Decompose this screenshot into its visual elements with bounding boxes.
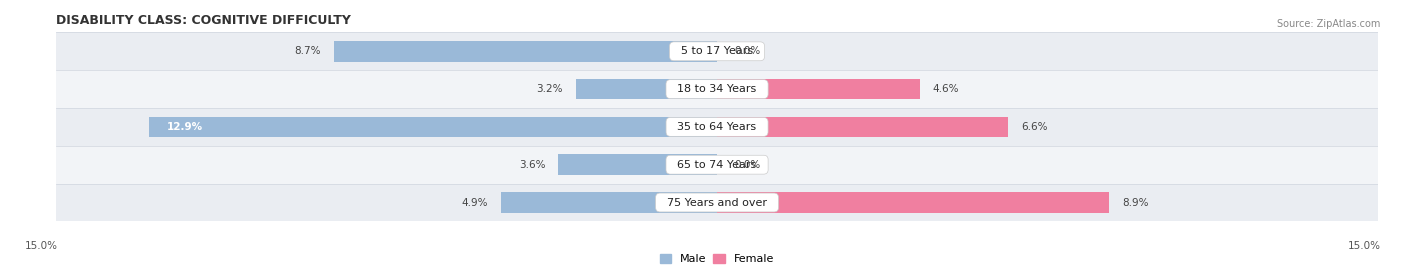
Text: 3.6%: 3.6% xyxy=(519,160,546,170)
Text: 3.2%: 3.2% xyxy=(536,84,562,94)
Text: 5 to 17 Years: 5 to 17 Years xyxy=(673,46,761,56)
Bar xyxy=(56,108,1378,146)
Bar xyxy=(149,117,717,137)
Bar xyxy=(333,41,717,62)
Bar xyxy=(576,79,717,99)
Text: 0.0%: 0.0% xyxy=(735,46,761,56)
Bar xyxy=(558,154,717,175)
Bar xyxy=(717,192,1109,213)
Bar xyxy=(56,184,1378,221)
Text: 0.0%: 0.0% xyxy=(735,160,761,170)
Bar xyxy=(717,117,1008,137)
Text: 15.0%: 15.0% xyxy=(1348,241,1381,251)
Text: 75 Years and over: 75 Years and over xyxy=(659,197,775,208)
Bar xyxy=(501,192,717,213)
Text: 65 to 74 Years: 65 to 74 Years xyxy=(671,160,763,170)
Bar xyxy=(56,70,1378,108)
Text: 12.9%: 12.9% xyxy=(166,122,202,132)
Text: 8.9%: 8.9% xyxy=(1122,197,1149,208)
Text: 8.7%: 8.7% xyxy=(294,46,321,56)
Text: 6.6%: 6.6% xyxy=(1021,122,1047,132)
Bar xyxy=(717,79,920,99)
Text: 4.9%: 4.9% xyxy=(461,197,488,208)
Text: 18 to 34 Years: 18 to 34 Years xyxy=(671,84,763,94)
Text: DISABILITY CLASS: COGNITIVE DIFFICULTY: DISABILITY CLASS: COGNITIVE DIFFICULTY xyxy=(56,14,352,27)
Text: Source: ZipAtlas.com: Source: ZipAtlas.com xyxy=(1277,19,1381,29)
Text: 15.0%: 15.0% xyxy=(25,241,58,251)
Text: 35 to 64 Years: 35 to 64 Years xyxy=(671,122,763,132)
Bar xyxy=(56,32,1378,70)
Text: 4.6%: 4.6% xyxy=(934,84,959,94)
Legend: Male, Female: Male, Female xyxy=(655,249,779,269)
Bar xyxy=(56,146,1378,184)
